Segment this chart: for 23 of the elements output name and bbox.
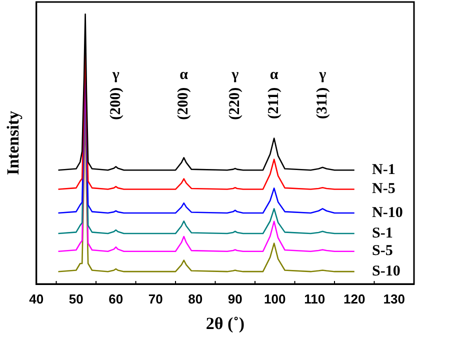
annotation: γ (200)	[108, 67, 124, 120]
series-label: N-5	[372, 181, 396, 198]
series-label: N-1	[372, 162, 396, 178]
x-tick-label: 50	[68, 291, 84, 306]
annotation: α (211)	[266, 67, 282, 119]
series-label: S-5	[372, 243, 393, 260]
x-tick-label: 130	[383, 291, 405, 306]
x-tick-label: 90	[228, 291, 242, 306]
x-tick-label: 70	[148, 291, 163, 306]
annotation: α (200)	[176, 67, 192, 120]
x-tick-label: 40	[29, 291, 44, 306]
x-tick-label: 100	[264, 291, 286, 306]
y-axis-title: Intensity	[4, 110, 23, 176]
series-label: S-10	[372, 263, 400, 280]
x-tick-label: 110	[304, 291, 326, 306]
x-tick-label: 120	[344, 291, 366, 306]
annotation: γ (220)	[227, 67, 244, 120]
x-tick-label: 80	[188, 291, 203, 306]
x-axis-title: 2θ (˚)	[206, 314, 245, 334]
series-label: N-10	[372, 204, 403, 221]
series-label: S-1	[372, 225, 393, 242]
x-tick-label: 60	[108, 291, 124, 306]
annotation: γ (311)	[314, 67, 330, 119]
